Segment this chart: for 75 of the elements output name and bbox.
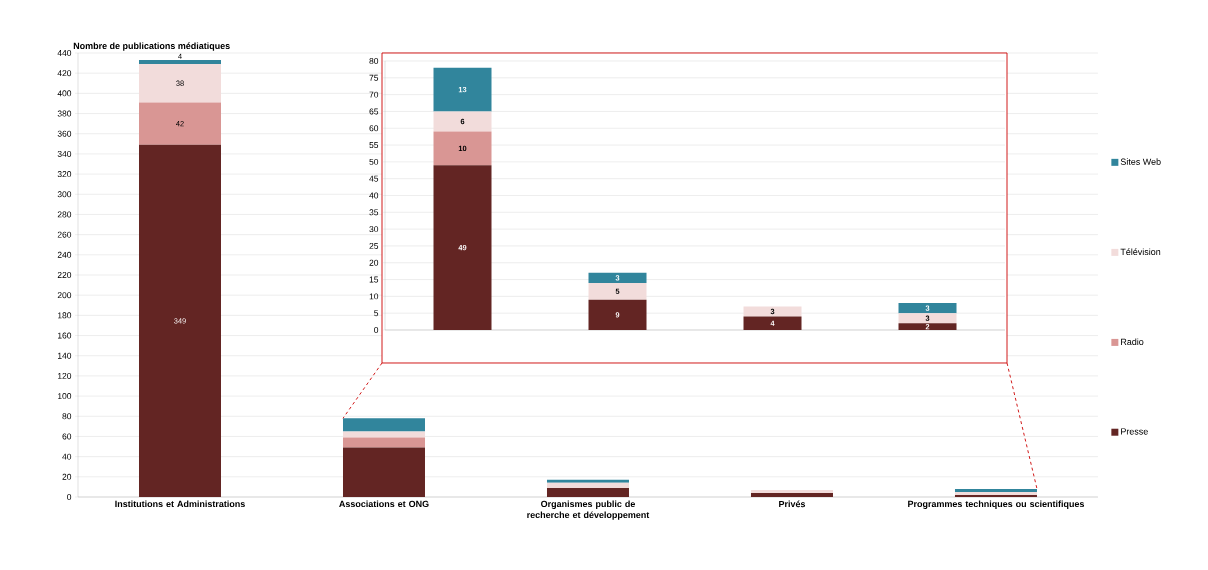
y-tick-label: 240 bbox=[57, 251, 72, 258]
bar bbox=[546, 482, 629, 488]
bar bbox=[342, 447, 425, 497]
y-tick-label: 280 bbox=[57, 211, 72, 218]
y-tick-label: 75 bbox=[369, 74, 379, 81]
y-tick-label: 25 bbox=[369, 242, 379, 249]
y-tick-label: 20 bbox=[369, 259, 379, 266]
x-tick-label: Programmes techniques ou scientifiques bbox=[908, 500, 1085, 509]
bar bbox=[588, 272, 647, 283]
y-axis-title: Nombre de publications médiatiques bbox=[73, 42, 230, 51]
y-tick-label: 20 bbox=[62, 473, 72, 480]
y-tick-label: 55 bbox=[369, 142, 379, 149]
bar bbox=[139, 60, 221, 65]
x-tick-label: Privés bbox=[779, 500, 806, 508]
y-tick-label: 360 bbox=[57, 130, 72, 137]
y-tick-label: 10 bbox=[369, 293, 379, 300]
y-tick-label: 40 bbox=[369, 192, 379, 199]
y-tick-label: 80 bbox=[62, 413, 72, 420]
y-tick-label: 0 bbox=[67, 494, 72, 500]
bar bbox=[750, 489, 833, 493]
y-tick-label: 220 bbox=[57, 272, 72, 278]
bar bbox=[898, 313, 957, 324]
y-tick-label: 60 bbox=[62, 433, 72, 440]
x-tick-label: Associations et ONG bbox=[339, 500, 429, 508]
legend-label: Télévision bbox=[1120, 248, 1161, 256]
y-tick-label: 300 bbox=[57, 191, 72, 198]
x-tick-label: Institutions et Administrations bbox=[115, 500, 245, 508]
bar bbox=[342, 437, 425, 448]
bar bbox=[433, 67, 492, 112]
y-tick-label: 340 bbox=[57, 150, 72, 157]
bar bbox=[139, 64, 221, 103]
bar bbox=[546, 479, 629, 483]
y-tick-label: 380 bbox=[57, 110, 72, 117]
y-tick-label: 420 bbox=[57, 70, 72, 77]
y-tick-label: 140 bbox=[57, 352, 72, 359]
y-tick-label: 35 bbox=[369, 209, 379, 216]
legend-label: Sites Web bbox=[1120, 158, 1161, 165]
bar bbox=[139, 102, 221, 145]
y-tick-label: 120 bbox=[57, 372, 72, 379]
y-tick-label: 60 bbox=[369, 125, 379, 132]
bar bbox=[898, 303, 957, 314]
y-tick-label: 30 bbox=[369, 226, 379, 233]
bar bbox=[588, 299, 647, 330]
y-tick-label: 45 bbox=[369, 175, 379, 182]
y-tick-label: 15 bbox=[369, 276, 379, 283]
y-tick-label: 40 bbox=[62, 453, 72, 460]
bar bbox=[342, 431, 425, 438]
bar bbox=[433, 111, 492, 132]
x-tick-label: Organismes public de recherche et développement bbox=[527, 500, 650, 520]
bar bbox=[139, 144, 221, 497]
bar bbox=[750, 492, 833, 497]
bar bbox=[433, 165, 492, 330]
y-tick-label: 80 bbox=[369, 58, 379, 64]
y-tick-label: 65 bbox=[369, 108, 379, 115]
y-tick-label: 5 bbox=[374, 310, 379, 317]
y-tick-label: 0 bbox=[374, 327, 379, 333]
y-tick-label: 50 bbox=[369, 158, 379, 165]
bar bbox=[342, 418, 425, 432]
bar bbox=[546, 487, 629, 497]
y-tick-label: 400 bbox=[57, 90, 72, 97]
y-tick-label: 100 bbox=[57, 393, 72, 400]
bar bbox=[588, 282, 647, 300]
y-tick-label: 320 bbox=[57, 171, 72, 178]
y-tick-label: 160 bbox=[57, 332, 72, 339]
bar bbox=[743, 316, 802, 330]
bar bbox=[743, 306, 802, 317]
y-tick-label: 70 bbox=[369, 91, 379, 98]
y-tick-label: 260 bbox=[57, 231, 72, 238]
legend-label: Radio bbox=[1121, 338, 1144, 345]
y-tick-label: 180 bbox=[57, 312, 72, 319]
y-tick-label: 440 bbox=[57, 50, 72, 56]
bar bbox=[898, 323, 957, 330]
legend-label: Presse bbox=[1121, 428, 1148, 435]
y-tick-label: 200 bbox=[57, 292, 72, 299]
bar bbox=[433, 131, 492, 166]
